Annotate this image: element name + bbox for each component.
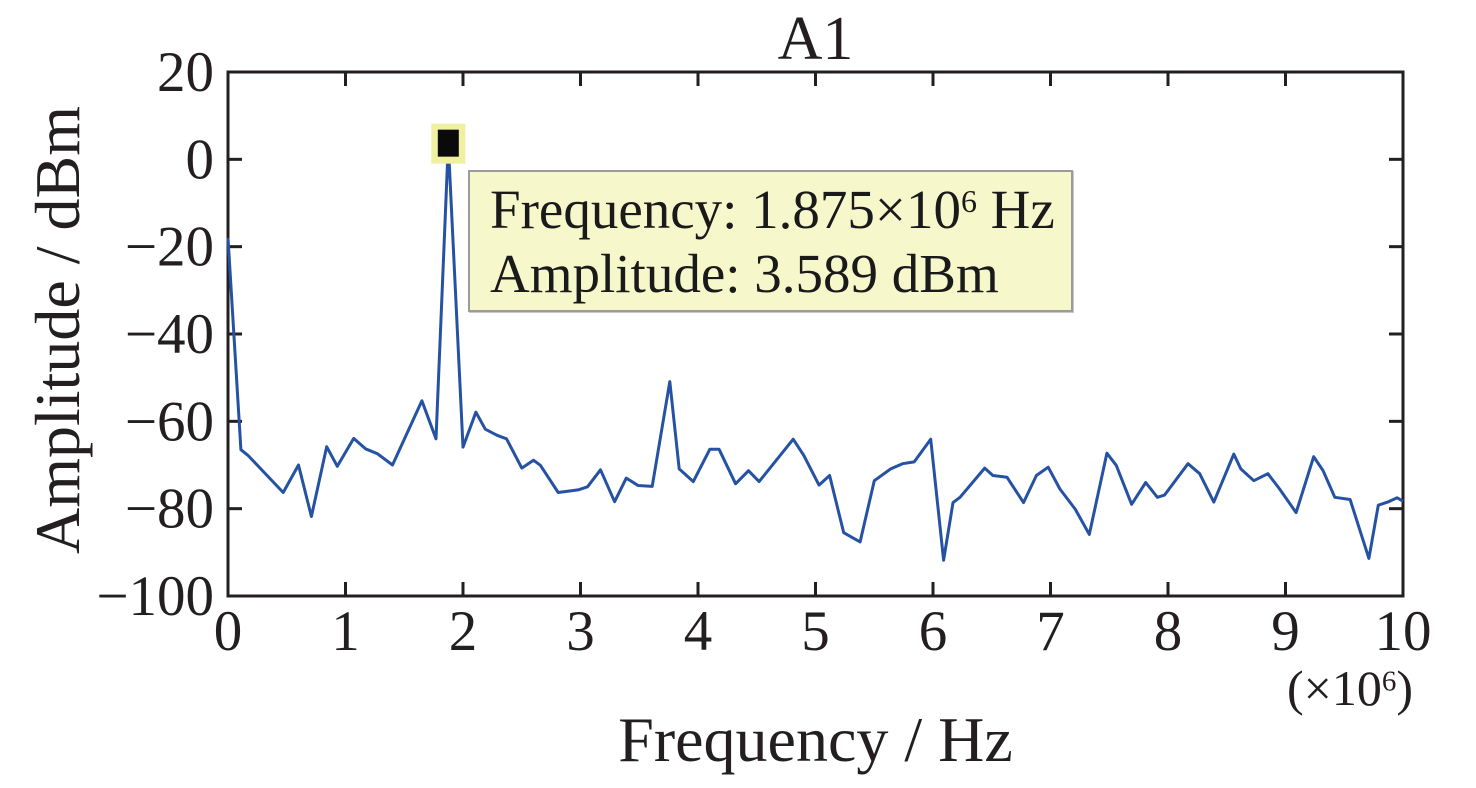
y-tick-label: −20 [125,216,214,279]
datatip-amplitude-line: Amplitude: 3.589 dBm [490,243,999,304]
x-tick-label: 3 [566,600,595,663]
x-scale-exponent: 6 [1381,665,1397,698]
y-tick-label: −80 [125,478,214,541]
plot-title: A1 [777,5,854,73]
x-tick-label: 9 [1271,600,1300,663]
y-tick-label: 20 [157,41,214,104]
x-tick-label: 2 [449,600,478,663]
x-tick-label: 10 [1375,600,1432,663]
x-tick-label: 5 [801,600,830,663]
datatip-frequency-unit: Hz [976,179,1055,240]
datatip-frequency-text: Frequency: 1.875×10 [490,179,961,240]
x-scale-suffix: ) [1396,660,1413,716]
x-axis-scale-note: (×106) [1270,660,1430,716]
y-tick-label: 0 [186,128,215,191]
spectrum-line [226,142,1404,562]
x-scale-prefix: (×10 [1286,660,1382,716]
x-axis-label: Frequency / Hz [618,704,1013,775]
x-tick-label: 0 [214,600,243,663]
datatip-marker[interactable] [437,129,459,157]
x-tick-label: 7 [1036,600,1065,663]
x-tick-label: 8 [1154,600,1183,663]
datatip-frequency-exponent: 6 [960,184,977,220]
y-axis-label: Amplitude / dBm [22,106,93,554]
y-tick-label: −40 [125,303,214,366]
x-tick-label: 1 [331,600,360,663]
x-tick-label: 4 [684,600,713,663]
x-tick-label: 6 [919,600,948,663]
y-tick-label: −100 [96,565,214,628]
axes-box [226,70,1405,598]
y-tick-label: −60 [125,390,214,453]
datatip-box[interactable]: Frequency: 1.875×106 Hz Amplitude: 3.589… [468,170,1073,312]
datatip-frequency-line: Frequency: 1.875×106 Hz [490,178,1071,242]
